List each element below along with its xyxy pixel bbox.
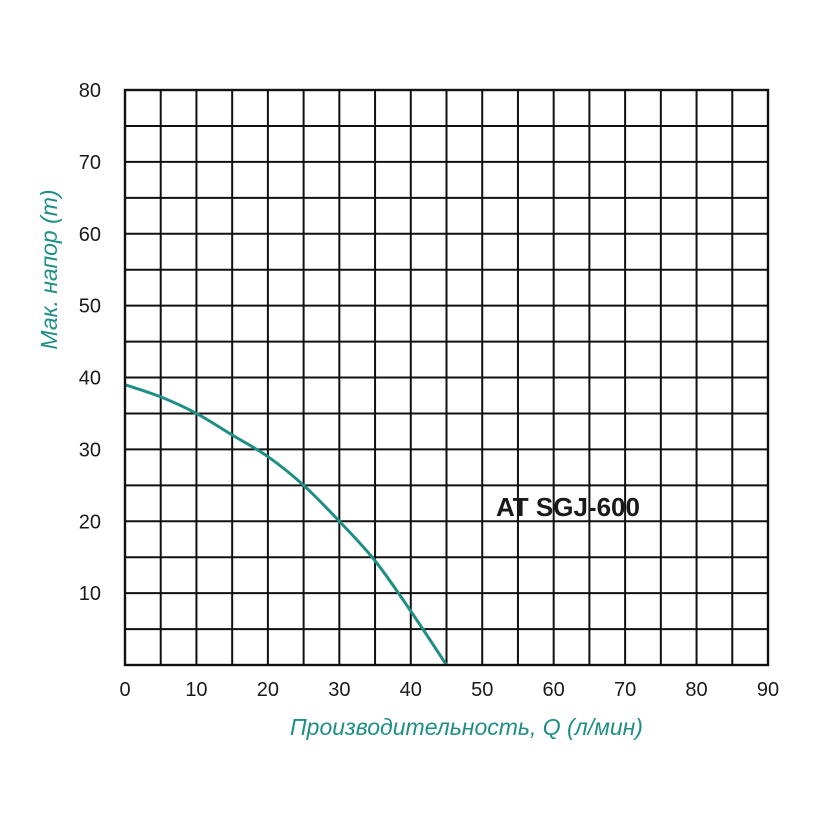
y-axis-title: Мак. напор (m): [36, 189, 62, 349]
x-tick-label: 40: [400, 679, 422, 701]
x-tick-label: 30: [328, 679, 350, 701]
x-tick-label: 60: [543, 679, 565, 701]
model-annotation: AT SGJ-600: [496, 492, 640, 522]
chart-series: [124, 383, 448, 666]
chart-annotations: AT SGJ-600: [496, 492, 640, 522]
y-tick-label: 80: [79, 80, 101, 102]
y-tick-label: 60: [79, 224, 101, 246]
y-tick-label: 30: [79, 439, 101, 461]
x-tick-label: 0: [119, 679, 130, 701]
x-tick-label: 80: [685, 679, 707, 701]
x-axis-tick-labels: 0 10 20 30 40 50 60 70 80 90: [119, 679, 779, 701]
series-line: [124, 383, 448, 666]
y-tick-label: 20: [79, 511, 101, 533]
y-axis-tick-labels: 10 20 30 40 50 60 70 80: [79, 80, 101, 605]
plot-frame: [123, 88, 770, 667]
y-tick-label: 70: [79, 152, 101, 174]
y-tick-label: 40: [79, 368, 101, 390]
x-axis-title: Производительность, Q (л/мин): [290, 714, 643, 740]
y-tick-label: 50: [79, 296, 101, 318]
x-tick-label: 50: [471, 679, 493, 701]
x-tick-label: 70: [614, 679, 636, 701]
y-tick-label: 10: [79, 583, 101, 605]
x-tick-label: 10: [185, 679, 207, 701]
x-tick-label: 20: [257, 679, 279, 701]
x-tick-label: 90: [757, 679, 779, 701]
chart-grid: [125, 90, 768, 665]
